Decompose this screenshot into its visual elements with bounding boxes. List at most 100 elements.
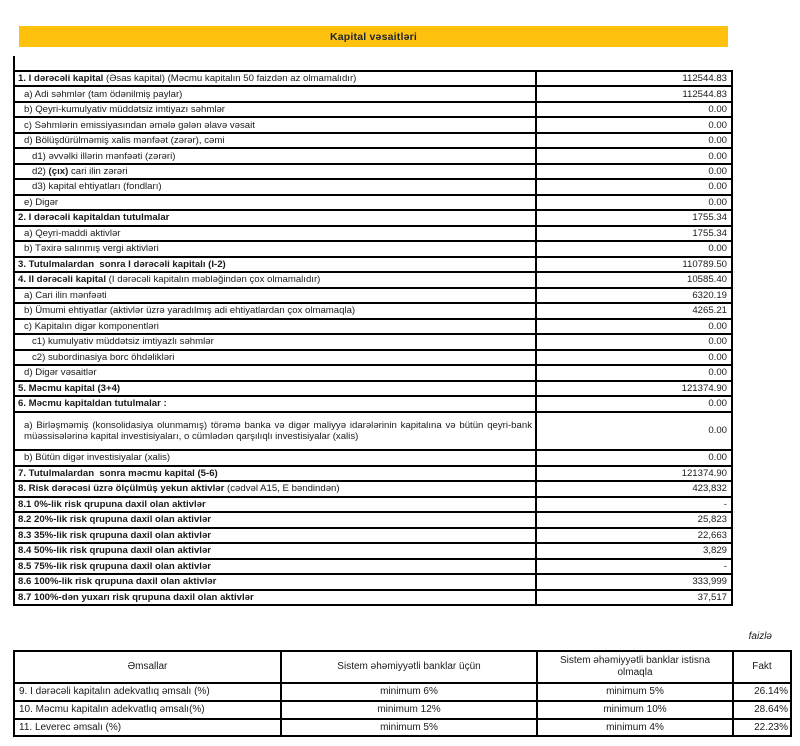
row-label: 4. II dərəcəli kapital (I dərəcəli kapit… (13, 271, 537, 289)
row-label: c2) subordinasiya borc öhdəlikləri (13, 348, 537, 367)
table-row: b) Bütün digər investisiyalar (xalis) 0.0… (13, 449, 733, 467)
row-label: 2. I dərəcəli kapitaldan tutulmalar (13, 209, 537, 227)
row-label: 1. I dərəcəli kapital (Əsas kapital) (Mə… (13, 69, 537, 88)
table-row: 10. Məcmu kapitalın adekvatlıq əmsalı(%)… (13, 699, 792, 720)
table-row: d1) əvvəlki illərin mənfəəti (zərəri) 0.0… (13, 147, 733, 165)
row-label: d2) (çıx) cari ilin zərəri (13, 162, 537, 181)
capital-table-body: 1. I dərəcəli kapital (Əsas kapital) (Mə… (13, 69, 733, 607)
table-row: 5. Məcmu kapital (3+4) 121374.90 (13, 379, 733, 398)
row-label: a) Cari ilin mənfəəti (13, 286, 537, 305)
row-value: 0.00 (535, 449, 733, 467)
table-row: d2) (çıx) cari ilin zərəri 0.00 (13, 162, 733, 181)
table-row: d) Bölüşdürülməmiş xalis mənfəət (zərər)… (13, 131, 733, 150)
row-value: 1755.34 (535, 224, 733, 243)
table-row: 8.7 100%-dən yuxarı risk qrupuna daxil o… (13, 588, 733, 607)
table-row: e) Digər 0.00 (13, 193, 733, 212)
row-value: 3,829 (535, 542, 733, 560)
column-header: Əmsallar (13, 650, 282, 684)
table-row: 3. Tutulmalardan sonra I dərəcəli kapita… (13, 255, 733, 274)
table-row: c1) kumulyativ müddətsiz imtiyazlı səhml… (13, 333, 733, 351)
table-row: b) Təxirə salınmış vergi aktivləri 0.00 (13, 240, 733, 258)
sys-banks-minimum: minimum 5% (280, 717, 538, 738)
row-label: 8.2 20%-lik risk qrupuna daxil olan akti… (13, 511, 537, 529)
row-label: 8.7 100%-dən yuxarı risk qrupuna daxil o… (13, 588, 537, 607)
table-row: b) Ümumi ehtiyatlar (aktivlər üzrə yarad… (13, 302, 733, 320)
report-title-bar: Kapital vəsaitləri (19, 26, 728, 47)
row-value: 0.00 (535, 178, 733, 196)
column-header: Sistem əhəmiyyətli banklar istisna olmaq… (536, 650, 734, 684)
row-value: 6320.19 (535, 286, 733, 305)
fact-value: 22.23% (732, 717, 792, 738)
sys-banks-minimum: minimum 12% (280, 699, 538, 720)
row-value: 0.00 (535, 162, 733, 181)
row-label: 8.5 75%-lik risk qrupuna daxil olan akti… (13, 557, 537, 576)
fact-value: 28.64% (732, 699, 792, 720)
table-row: c2) subordinasiya borc öhdəlikləri 0.00 (13, 348, 733, 367)
row-value: - (535, 557, 733, 576)
row-label: b) Ümumi ehtiyatlar (aktivlər üzrə yarad… (13, 302, 537, 320)
row-label: 8.4 50%-lik risk qrupuna daxil olan akti… (13, 542, 537, 560)
units-note: faizlə (748, 631, 772, 642)
table-row: c) Kapitalın digər komponentləri 0.00 (13, 317, 733, 336)
row-label: d1) əvvəlki illərin mənfəəti (zərəri) (13, 147, 537, 165)
row-label: a) Qeyri-maddi aktivlər (13, 224, 537, 243)
column-header: Fakt (732, 650, 792, 684)
table-row: 1. I dərəcəli kapital (Əsas kapital) (Mə… (13, 69, 733, 88)
non-sys-banks-minimum: minimum 5% (536, 682, 734, 702)
row-label: d) Digər vəsaitlər (13, 364, 537, 382)
row-label: c) Kapitalın digər komponentləri (13, 317, 537, 336)
row-label: b) Bütün digər investisiyalar (xalis) (13, 449, 537, 467)
row-label: b) Təxirə salınmış vergi aktivləri (13, 240, 537, 258)
row-value: 0.00 (535, 410, 733, 452)
table-row: a) Qeyri-maddi aktivlər 1755.34 (13, 224, 733, 243)
row-label: a) Birləşməmiş (konsolidasiya olunmamış)… (13, 410, 537, 452)
row-label: 5. Məcmu kapital (3+4) (13, 379, 537, 398)
row-label: 9. I dərəcəli kapitalın adekvatlıq əmsal… (13, 682, 282, 702)
table-row: 2. I dərəcəli kapitaldan tutulmalar 1755.… (13, 209, 733, 227)
row-value: 22,663 (535, 526, 733, 545)
row-label: 8.6 100%-lik risk qrupuna daxil olan akt… (13, 573, 537, 591)
row-label: 7. Tutulmalardan sonra məcmu kapital (5-… (13, 464, 537, 483)
table-row: 7. Tutulmalardan sonra məcmu kapital (5-… (13, 464, 733, 483)
row-value: 0.00 (535, 317, 733, 336)
row-label: 6. Məcmu kapitaldan tutulmalar : (13, 395, 537, 413)
row-value: 0.00 (535, 364, 733, 382)
row-value: 0.00 (535, 147, 733, 165)
table-row: 8.6 100%-lik risk qrupuna daxil olan akt… (13, 573, 733, 591)
row-value: 0.00 (535, 395, 733, 413)
table-row: 8.2 20%-lik risk qrupuna daxil olan akti… (13, 511, 733, 529)
table-row: 4. II dərəcəli kapital (I dərəcəli kapit… (13, 271, 733, 289)
ratios-header-row: Əmsallar Sistem əhəmiyyətli banklar üçün S… (13, 650, 792, 684)
row-value: 112544.83 (535, 85, 733, 104)
row-value: 0.00 (535, 131, 733, 150)
table-edge-tick (13, 56, 15, 70)
table-row: c) Səhmlərin emissiyasından əmələ gələn … (13, 116, 733, 134)
ratios-table: Əmsallar Sistem əhəmiyyətli banklar üçün S… (13, 650, 792, 738)
row-label: d) Bölüşdürülməmiş xalis mənfəət (zərər)… (13, 131, 537, 150)
table-row: d) Digər vəsaitlər 0.00 (13, 364, 733, 382)
row-label: 8.1 0%-lik risk qrupuna daxil olan aktiv… (13, 495, 537, 514)
row-value: 423,832 (535, 480, 733, 498)
page-title: Kapital vəsaitləri (329, 30, 418, 43)
row-value: 37,517 (535, 588, 733, 607)
row-value: 0.00 (535, 116, 733, 134)
row-value: 0.00 (535, 193, 733, 212)
ratios-table-body: 9. I dərəcəli kapitalın adekvatlıq əmsal… (13, 682, 792, 738)
row-value: 0.00 (535, 240, 733, 258)
row-label: 10. Məcmu kapitalın adekvatlıq əmsalı(%) (13, 699, 282, 720)
row-label: 11. Leverec əmsalı (%) (13, 717, 282, 738)
row-value: 110789.50 (535, 255, 733, 274)
table-row: b) Qeyri-kumulyativ müddətsiz imtiyazı s… (13, 100, 733, 119)
row-value: 121374.90 (535, 379, 733, 398)
table-row: 8.1 0%-lik risk qrupuna daxil olan aktiv… (13, 495, 733, 514)
fact-value: 26.14% (732, 682, 792, 702)
table-row: 11. Leverec əmsalı (%) minimum 5% minimum … (13, 717, 792, 738)
row-value: 0.00 (535, 348, 733, 367)
table-row: a) Adi səhmlər (tam ödənilmiş paylar) 112… (13, 85, 733, 104)
row-label: 8. Risk dərəcəsi üzrə ölçülmüş yekun akt… (13, 480, 537, 498)
row-value: 4265.21 (535, 302, 733, 320)
table-row: a) Cari ilin mənfəəti 6320.19 (13, 286, 733, 305)
row-label: c1) kumulyativ müddətsiz imtiyazlı səhml… (13, 333, 537, 351)
row-value: 25,823 (535, 511, 733, 529)
row-value: 121374.90 (535, 464, 733, 483)
